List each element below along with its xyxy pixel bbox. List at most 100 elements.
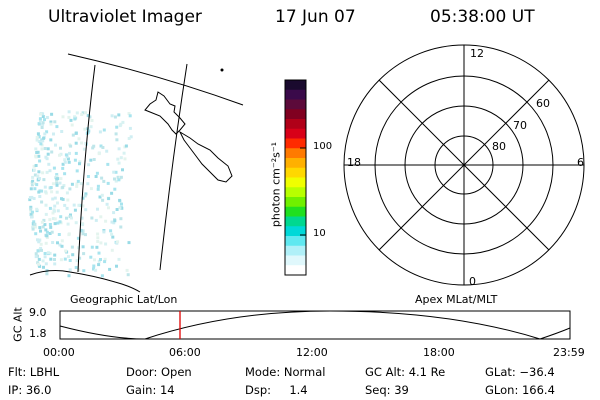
colorbar-band: [285, 187, 306, 198]
aurora-dot: [96, 236, 100, 240]
aurora-dot: [98, 195, 102, 199]
aurora-dot: [31, 225, 35, 229]
aurora-dot: [40, 248, 43, 252]
aurora-dot: [48, 169, 52, 173]
aurora-dot: [41, 121, 45, 125]
aurora-dot: [73, 117, 77, 121]
aurora-dot: [61, 115, 65, 119]
aurora-dot: [82, 147, 86, 151]
aurora-dot: [126, 273, 130, 277]
aurora-dot: [39, 246, 43, 250]
aurora-dot: [79, 228, 83, 232]
aurora-dot: [75, 182, 79, 186]
aurora-dot: [110, 220, 114, 224]
aurora-dot: [74, 151, 78, 155]
aurora-dot: [63, 172, 67, 176]
aurora-dot: [45, 272, 49, 276]
aurora-dot: [61, 185, 65, 189]
aurora-dot: [114, 132, 118, 136]
colorbar-band: [285, 109, 306, 120]
aurora-dot: [49, 225, 53, 229]
orbit-x-tick-2: 12:00: [296, 346, 328, 359]
aurora-dot: [53, 204, 57, 208]
aurora-dot: [59, 215, 63, 219]
aurora-dot: [68, 151, 71, 155]
aurora-dot: [43, 252, 47, 255]
orbit-x-tick-0: 00:00: [43, 346, 75, 359]
aurora-dot: [37, 140, 41, 143]
colorbar-band: [285, 177, 306, 188]
colorbar-band: [285, 167, 306, 178]
aurora-dot: [57, 233, 61, 236]
aurora-dot: [53, 217, 57, 221]
aurora-dot: [35, 183, 39, 187]
colorbar-frame: [284, 79, 307, 276]
aurora-dot: [71, 253, 75, 257]
aurora-dot: [55, 174, 59, 178]
aurora-dot: [105, 202, 109, 206]
aurora-dot: [99, 241, 103, 245]
aurora-dot: [98, 130, 102, 134]
colorbar-band: [285, 158, 306, 169]
status-glon: GLon: 166.4: [485, 383, 555, 397]
status-seq: Seq: 39: [365, 383, 409, 397]
aurora-dot: [59, 146, 62, 150]
aurora-dot: [113, 177, 116, 181]
aurora-dot: [30, 183, 34, 187]
aurora-dot: [97, 259, 101, 263]
aurora-dot: [70, 182, 74, 186]
aurora-dot: [31, 175, 35, 179]
aurora-dot: [80, 113, 84, 116]
aurora-dot: [44, 203, 48, 207]
colorbar-band: [285, 216, 306, 227]
aurora-dot: [76, 236, 80, 240]
aurora-dot: [81, 223, 85, 227]
aurora-dot: [70, 123, 74, 127]
aurora-dot: [81, 232, 85, 236]
aurora-dot: [92, 267, 95, 271]
colorbar-band: [285, 245, 306, 256]
aurora-dot: [45, 170, 49, 174]
aurora-dot: [30, 195, 34, 199]
aurora-dot: [28, 198, 32, 202]
colorbar-band: [285, 197, 306, 208]
aurora-dot: [38, 119, 42, 123]
aurora-dot: [70, 245, 74, 249]
island-dot: [220, 68, 224, 72]
aurora-dot: [34, 252, 38, 256]
aurora-dot: [44, 228, 48, 232]
aurora-dot: [119, 217, 123, 221]
aurora-dot: [59, 258, 63, 262]
aurora-dot: [42, 265, 45, 269]
south-island-coast: [178, 130, 233, 183]
aurora-dot: [112, 211, 116, 215]
aurora-dot: [41, 259, 45, 263]
aurora-dot: [110, 114, 114, 118]
aurora-dot: [29, 207, 33, 211]
status-flt: Flt: LBHL: [8, 365, 60, 379]
aurora-dot: [74, 141, 78, 145]
aurora-dot: [101, 146, 105, 149]
aurora-dot: [29, 187, 33, 191]
aurora-dot: [39, 229, 42, 233]
aurora-dot: [34, 147, 38, 151]
aurora-dot: [103, 260, 107, 264]
aurora-dot: [112, 170, 116, 174]
colorbar-band: [285, 119, 306, 130]
aurora-dot: [94, 268, 98, 272]
aurora-dot: [60, 130, 64, 133]
aurora-dot: [39, 112, 43, 116]
aurora-dot: [30, 215, 33, 219]
aurora-dot: [32, 164, 36, 168]
aurora-dot: [68, 268, 72, 272]
aurora-dot: [45, 230, 49, 234]
aurora-dot: [36, 150, 40, 154]
aurora-dot: [80, 141, 84, 145]
aurora-dot: [46, 147, 50, 151]
aurora-dot: [48, 251, 52, 255]
instrument-title: Ultraviolet Imager: [48, 7, 202, 27]
aurora-dot: [108, 267, 112, 271]
aurora-dot: [86, 182, 90, 186]
aurora-dot: [83, 127, 87, 131]
